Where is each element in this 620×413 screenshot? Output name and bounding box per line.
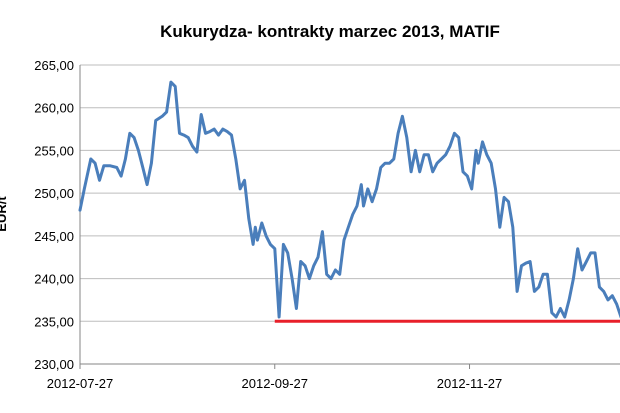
y-tick-label: 235,00 — [34, 314, 74, 329]
gridlines — [80, 64, 620, 322]
y-tick-label: 245,00 — [34, 229, 74, 244]
x-tick-label: 2012-07-27 — [47, 376, 114, 391]
y-tick-label: 240,00 — [34, 272, 74, 287]
y-tick-label: 265,00 — [34, 58, 74, 73]
y-axis-ticks: 230,00 235,00 240,00 245,00 250,00 255,00 260,… — [34, 58, 74, 372]
series-line-price — [78, 80, 620, 319]
x-tick-label: 2012-11-27 — [437, 376, 503, 391]
y-axis-label: EUR/t — [0, 196, 9, 232]
chart-title: Kukurydza- kontrakty marzec 2013, MATIF — [160, 22, 500, 41]
y-tick-label: 250,00 — [34, 186, 74, 201]
y-tick-label: 230,00 — [34, 357, 74, 372]
y-tick-label: 255,00 — [34, 143, 74, 158]
y-tick-label: 260,00 — [34, 101, 74, 116]
x-tick-label: 2012-09-27 — [242, 376, 309, 391]
